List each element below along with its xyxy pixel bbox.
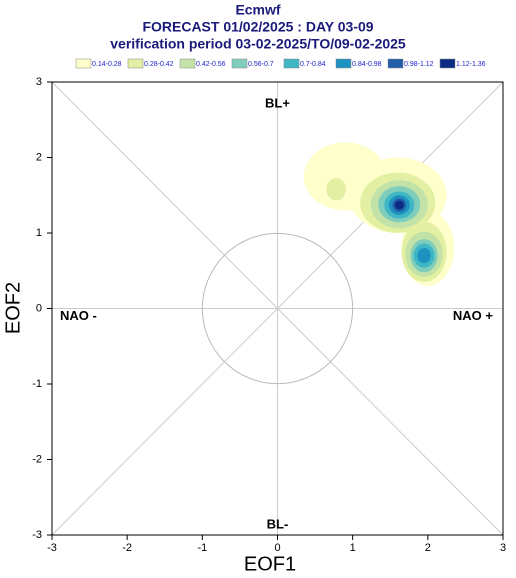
annotation: BL- <box>267 516 289 531</box>
legend-label: 0.14-0.28 <box>92 61 122 68</box>
x-tick-label: -2 <box>122 542 132 554</box>
y-tick-label: 0 <box>36 302 42 314</box>
x-tick-label: -1 <box>197 542 207 554</box>
y-axis-label: EOF2 <box>2 282 24 334</box>
legend-label: 1.12-1.36 <box>456 61 486 68</box>
legend-swatch <box>127 58 144 69</box>
x-tick-label: 0 <box>274 542 280 554</box>
x-tick-label: 1 <box>350 542 356 554</box>
legend-swatch <box>335 58 352 69</box>
legend-swatch <box>439 58 456 69</box>
y-tick-label: -1 <box>32 378 42 390</box>
legend-swatch <box>283 58 300 69</box>
legend-swatch <box>387 58 404 69</box>
y-tick-label: 2 <box>36 151 42 163</box>
y-tick-label: -3 <box>32 529 42 541</box>
y-tick-label: 3 <box>36 76 42 88</box>
x-axis-label: EOF1 <box>244 553 296 575</box>
annotation: NAO + <box>453 308 494 323</box>
x-tick-label: 2 <box>425 542 431 554</box>
annotation: NAO - <box>60 308 97 323</box>
chart-subtitle: verification period 03-02-2025/TO/09-02-… <box>110 36 406 52</box>
contour-region <box>394 200 404 210</box>
legend-label: 0.56-0.7 <box>248 61 274 68</box>
contour-region <box>417 248 431 264</box>
unit-circle <box>201 232 354 385</box>
x-tick-label: -3 <box>47 542 57 554</box>
contour-region <box>326 177 346 201</box>
x-tick-label: 3 <box>500 542 506 554</box>
legend-label: 0.42-0.56 <box>196 61 226 68</box>
legend-label: 0.84-0.98 <box>352 61 382 68</box>
chart-subtitle: FORECAST 01/02/2025 : DAY 03-09 <box>142 19 373 35</box>
legend-label: 0.98-1.12 <box>404 61 434 68</box>
annotation: BL+ <box>265 95 290 110</box>
y-tick-label: 1 <box>36 227 42 239</box>
y-tick-label: -2 <box>32 453 42 465</box>
legend-swatch <box>179 58 196 69</box>
legend-swatch <box>75 58 92 69</box>
legend-label: 0.7-0.84 <box>300 61 326 68</box>
chart-title: Ecmwf <box>235 2 280 18</box>
legend-label: 0.28-0.42 <box>144 61 174 68</box>
legend-swatch <box>231 58 248 69</box>
